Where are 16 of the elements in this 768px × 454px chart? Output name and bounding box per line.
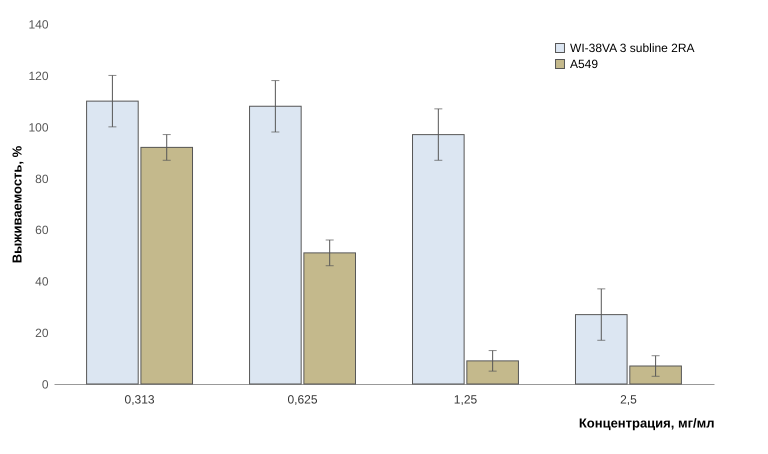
x-tick-label: 0,313 <box>124 392 155 406</box>
y-tick-label: 60 <box>35 223 49 238</box>
y-tick-label: 40 <box>35 274 49 289</box>
legend-label: WI-38VA 3 subline 2RA <box>570 41 695 55</box>
y-tick-label: 20 <box>35 326 49 340</box>
x-axis-title: Концентрация, мг/мл <box>578 416 714 430</box>
y-tick-label: 120 <box>28 68 49 83</box>
y-tick-label: 140 <box>28 18 49 32</box>
y-tick-label: 80 <box>35 172 49 186</box>
legend-label: A549 <box>570 57 598 71</box>
y-tick-label: 0 <box>42 378 49 392</box>
y-axis-title: Выживаемость, % <box>9 145 24 264</box>
y-tick-label: 100 <box>28 120 49 134</box>
x-tick-label: 0,625 <box>288 392 318 406</box>
x-tick-label: 2,5 <box>620 392 638 406</box>
x-tick-label: 1,25 <box>454 392 478 406</box>
